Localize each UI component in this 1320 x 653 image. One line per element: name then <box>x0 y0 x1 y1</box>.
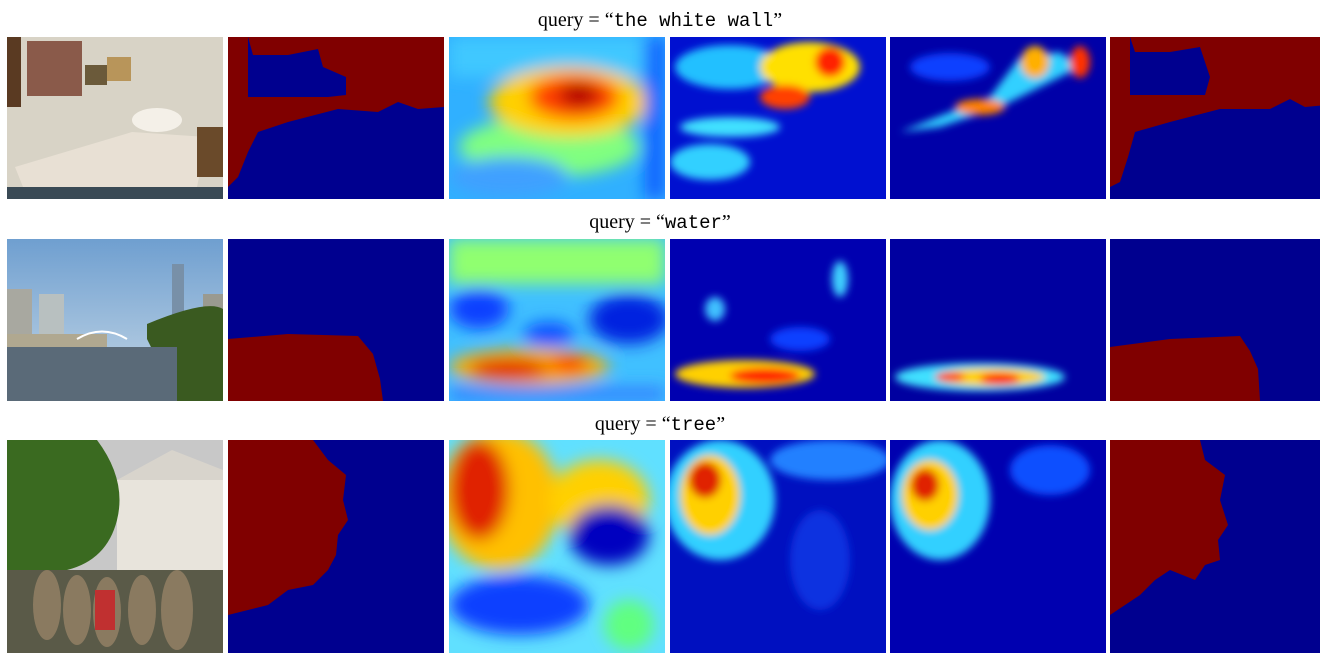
caption: query = “tree” <box>595 413 725 436</box>
photo <box>7 440 223 653</box>
ground-truth-mask <box>228 440 444 653</box>
query-text: tree <box>671 414 717 436</box>
photo <box>7 239 223 401</box>
heatmap <box>665 440 890 653</box>
caption-prefix: query = “ <box>595 413 671 435</box>
heatmap <box>670 239 886 401</box>
figure: query = “the white wall” <box>0 0 1320 653</box>
caption: query = “water” <box>589 211 731 234</box>
prediction-mask <box>1110 37 1320 199</box>
heatmap <box>449 37 665 199</box>
heatmap <box>439 430 665 653</box>
caption-prefix: query = “ <box>589 211 665 233</box>
heatmap <box>890 239 1106 401</box>
ground-truth-mask <box>228 37 444 199</box>
caption-prefix: query = “ <box>538 9 614 31</box>
caption-suffix: ” <box>716 413 725 435</box>
heatmap <box>890 37 1106 199</box>
caption-suffix: ” <box>773 9 782 31</box>
prediction-mask <box>1110 440 1320 653</box>
caption: query = “the white wall” <box>538 9 782 32</box>
caption-suffix: ” <box>722 211 731 233</box>
ground-truth-mask <box>228 239 444 401</box>
query-text: water <box>665 212 722 234</box>
query-text: the white wall <box>614 10 774 32</box>
prediction-mask <box>1110 239 1320 401</box>
heatmap <box>449 239 669 401</box>
heatmap <box>890 440 1106 653</box>
photo <box>7 37 223 199</box>
heatmap <box>670 37 886 199</box>
